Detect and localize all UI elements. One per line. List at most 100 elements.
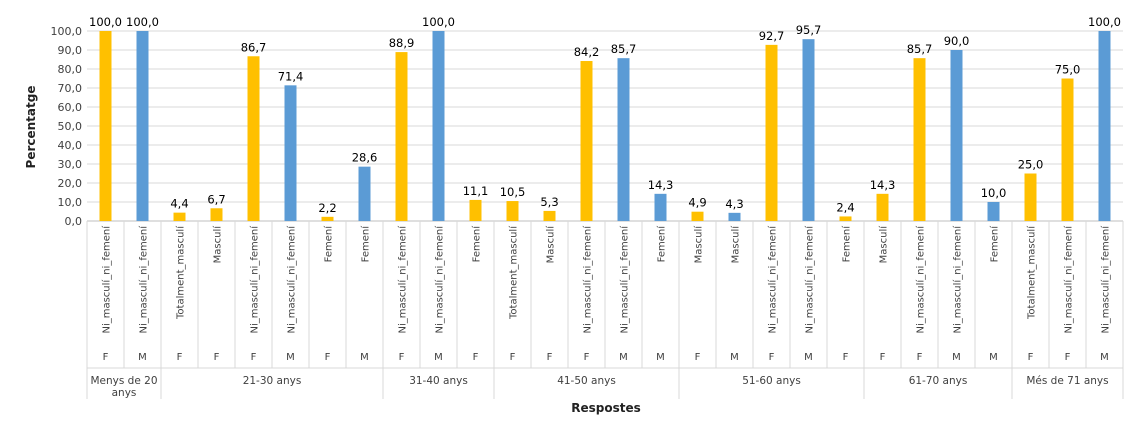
sex-label: M: [952, 352, 961, 363]
bar: [580, 61, 593, 221]
y-tick-label: 70,0: [58, 82, 83, 95]
category-label: Masculí: [878, 225, 890, 264]
category-label: Ni_masculí_ni_femení: [101, 225, 113, 334]
data-label: 4,9: [688, 196, 706, 210]
data-label: 4,3: [725, 197, 743, 211]
category-label: Totalment_masculí: [508, 225, 520, 320]
sex-label: F: [1028, 352, 1034, 363]
y-tick-label: 100,0: [51, 25, 83, 38]
y-tick-label: 90,0: [58, 44, 83, 57]
bar: [173, 212, 186, 221]
category-label: Femení: [989, 225, 1001, 263]
bar: [1098, 31, 1111, 221]
sex-label: M: [1100, 352, 1109, 363]
data-label: 95,7: [796, 23, 822, 37]
y-tick-label: 30,0: [58, 158, 83, 171]
category-label: Totalment_masculí: [175, 225, 187, 320]
bar: [284, 85, 297, 221]
sex-label: M: [619, 352, 628, 363]
sex-label: F: [177, 352, 183, 363]
sex-label: F: [584, 352, 590, 363]
data-label: 71,4: [278, 69, 304, 83]
category-label: Masculí: [545, 225, 557, 264]
sex-label: M: [989, 352, 998, 363]
category-label: Femení: [471, 225, 483, 263]
sex-label: F: [251, 352, 257, 363]
x-axis-title: Respostes: [571, 401, 641, 415]
bar: [765, 44, 778, 222]
data-label: 25,0: [1018, 158, 1044, 172]
data-label: 85,7: [611, 42, 637, 56]
age-group-label: 21-30 anys: [243, 375, 302, 387]
data-label: 88,9: [389, 36, 415, 50]
bar: [913, 58, 926, 221]
data-label: 14,3: [870, 178, 896, 192]
sex-label: F: [769, 352, 775, 363]
sex-label: F: [880, 352, 886, 363]
bar: [876, 193, 889, 221]
category-label: Femení: [841, 225, 853, 263]
data-label: 6,7: [207, 192, 225, 206]
category-label: Masculí: [693, 225, 705, 264]
age-group-label: 31-40 anys: [409, 375, 468, 387]
data-label: 10,5: [500, 185, 526, 199]
sex-label: M: [360, 352, 369, 363]
age-group-label: Menys de 20: [90, 375, 157, 387]
bar: [136, 31, 149, 221]
category-label: Masculí: [730, 225, 742, 264]
bar: [802, 39, 815, 221]
data-label: 28,6: [352, 151, 378, 165]
sex-label: M: [138, 352, 147, 363]
sex-label: M: [656, 352, 665, 363]
bar: [987, 202, 1000, 221]
sex-label: M: [286, 352, 295, 363]
sex-label: F: [510, 352, 516, 363]
y-tick-label: 20,0: [58, 177, 83, 190]
sex-label: F: [473, 352, 479, 363]
bar: [950, 50, 963, 221]
data-label: 14,3: [648, 178, 674, 192]
bar: [1024, 173, 1037, 221]
sex-label: F: [917, 352, 923, 363]
sex-label: F: [214, 352, 220, 363]
data-label: 5,3: [540, 195, 558, 209]
sex-label: F: [695, 352, 701, 363]
category-label: Ni_masculí_ni_femení: [619, 225, 631, 334]
y-tick-label: 40,0: [58, 139, 83, 152]
bar: [1061, 78, 1074, 221]
data-label: 100,0: [1088, 15, 1121, 29]
y-tick-label: 0,0: [65, 215, 83, 228]
bar: [247, 56, 260, 221]
data-label: 2,2: [318, 201, 336, 215]
category-label: Ni_masculí_ni_femení: [1100, 225, 1112, 334]
y-tick-label: 60,0: [58, 101, 83, 114]
bar: [543, 210, 556, 221]
category-label: Femení: [656, 225, 668, 263]
data-label: 85,7: [907, 42, 933, 56]
category-label: Ni_masculí_ni_femení: [286, 225, 298, 334]
category-label: Masculí: [212, 225, 224, 264]
bar: [617, 58, 630, 221]
data-label: 100,0: [126, 15, 159, 29]
data-label: 4,4: [170, 197, 188, 211]
y-tick-label: 10,0: [58, 196, 83, 209]
sex-label: M: [804, 352, 813, 363]
category-label: Ni_masculí_ni_femení: [767, 225, 779, 334]
category-label: Ni_masculí_ni_femení: [952, 225, 964, 334]
age-group-label: 41-50 anys: [557, 375, 616, 387]
category-label: Ni_masculí_ni_femení: [1063, 225, 1075, 334]
y-tick-label: 50,0: [58, 120, 83, 133]
bar: [839, 216, 852, 221]
data-label: 100,0: [89, 15, 122, 29]
data-label: 86,7: [241, 40, 267, 54]
category-label: Ni_masculí_ni_femení: [249, 225, 261, 334]
sex-label: F: [103, 352, 109, 363]
age-group-label: 61-70 anys: [909, 375, 968, 387]
sex-label: M: [730, 352, 739, 363]
data-label: 90,0: [944, 34, 970, 48]
data-label: 10,0: [981, 186, 1007, 200]
bar: [506, 201, 519, 221]
category-label: Ni_masculí_ni_femení: [397, 225, 409, 334]
